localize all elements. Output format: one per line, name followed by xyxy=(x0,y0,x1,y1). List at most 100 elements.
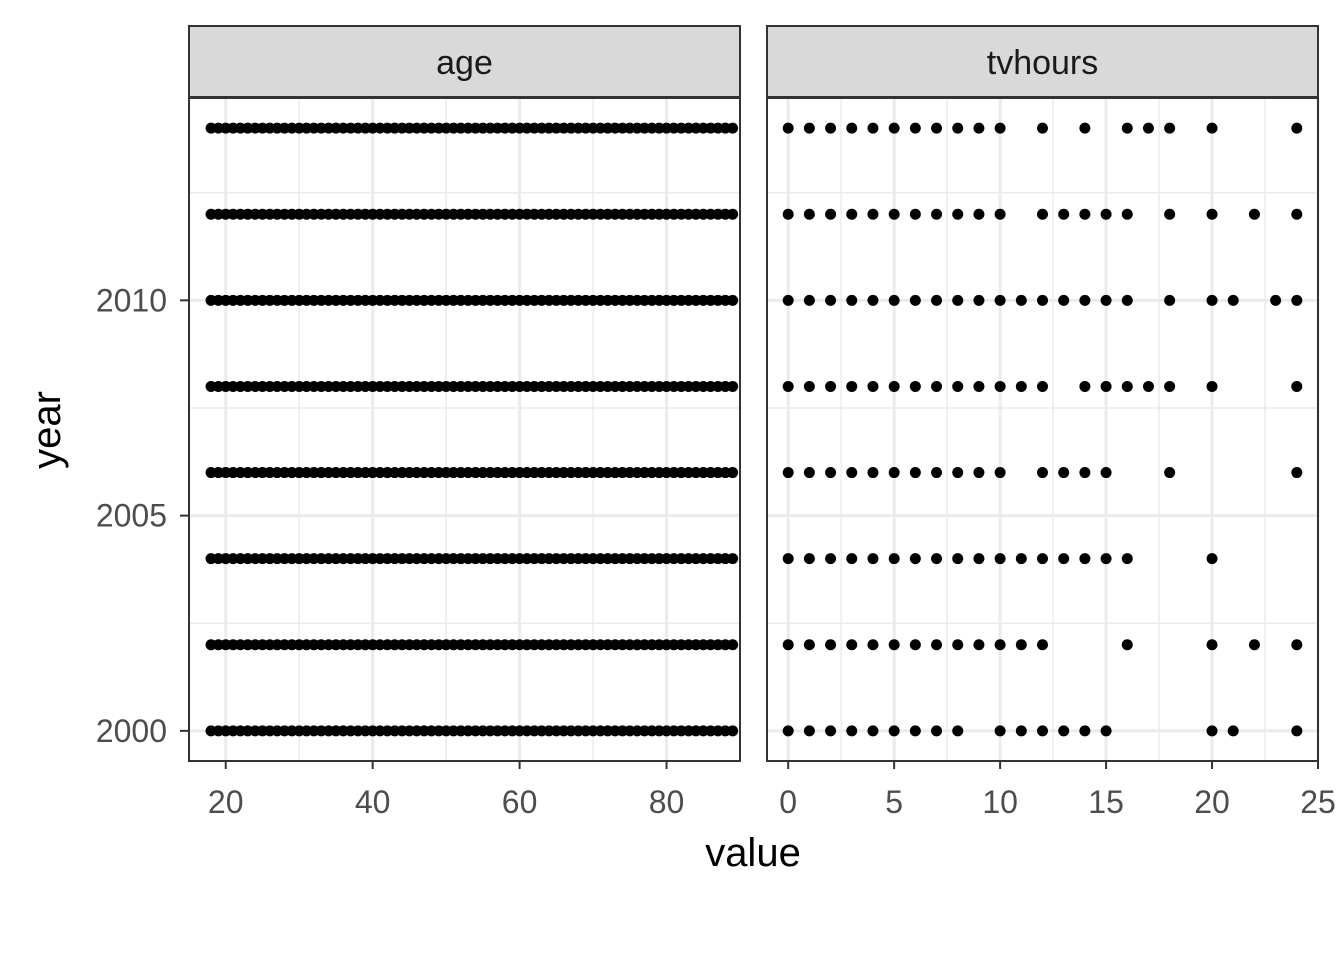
data-point xyxy=(1015,553,1027,565)
data-point xyxy=(803,639,815,651)
data-point xyxy=(1058,294,1070,306)
data-point xyxy=(1121,294,1133,306)
data-point xyxy=(973,467,985,479)
x-tick-label: 20 xyxy=(1194,784,1230,820)
data-point xyxy=(994,467,1006,479)
data-point xyxy=(952,208,964,220)
data-point xyxy=(727,122,739,134)
data-point xyxy=(825,725,837,737)
x-tick-label: 20 xyxy=(208,784,244,820)
data-point xyxy=(888,122,900,134)
data-point xyxy=(994,380,1006,392)
x-ticks-age: 20 40 60 80 xyxy=(208,761,684,820)
data-point xyxy=(782,639,794,651)
data-point xyxy=(909,122,921,134)
strip-label-age: age xyxy=(436,44,493,82)
data-point xyxy=(1037,294,1048,306)
data-point xyxy=(994,294,1006,306)
data-point xyxy=(1291,294,1303,306)
data-point xyxy=(825,380,837,392)
data-point xyxy=(1227,294,1239,306)
data-point xyxy=(973,208,985,220)
y-axis-title: year xyxy=(25,391,69,469)
data-point xyxy=(1291,122,1303,134)
data-point xyxy=(1164,380,1176,392)
data-point xyxy=(1079,467,1091,479)
data-point xyxy=(1100,467,1112,479)
panel-border-tvhours xyxy=(766,97,1319,762)
data-point xyxy=(1291,725,1303,737)
data-point xyxy=(1121,639,1133,651)
data-point xyxy=(1121,553,1133,565)
data-point xyxy=(994,639,1006,651)
data-point xyxy=(888,725,900,737)
data-point xyxy=(1291,639,1303,651)
data-point xyxy=(1227,725,1239,737)
data-point xyxy=(1206,380,1218,392)
data-point xyxy=(782,294,794,306)
data-point xyxy=(952,467,964,479)
data-point xyxy=(888,639,900,651)
data-point xyxy=(888,208,900,220)
data-point xyxy=(1058,725,1070,737)
data-point xyxy=(994,553,1006,565)
x-tick-label: 25 xyxy=(1300,784,1336,820)
data-point xyxy=(1164,208,1176,220)
data-point xyxy=(1037,639,1048,651)
data-point xyxy=(1248,208,1260,220)
data-point xyxy=(867,467,879,479)
data-point xyxy=(803,208,815,220)
data-point xyxy=(973,553,985,565)
data-point xyxy=(803,380,815,392)
x-tick-label: 60 xyxy=(502,784,538,820)
data-point xyxy=(803,467,815,479)
data-point xyxy=(727,380,739,392)
data-point xyxy=(846,725,858,737)
data-point xyxy=(931,467,943,479)
data-point xyxy=(867,639,879,651)
data-point xyxy=(1079,208,1091,220)
data-point xyxy=(803,725,815,737)
data-point xyxy=(867,122,879,134)
data-point xyxy=(867,725,879,737)
y-tick-label: 2005 xyxy=(96,498,167,534)
data-point xyxy=(803,294,815,306)
data-point xyxy=(931,380,943,392)
data-point xyxy=(909,380,921,392)
data-point xyxy=(782,467,794,479)
data-point xyxy=(825,122,837,134)
data-point xyxy=(1079,725,1091,737)
strip-age xyxy=(188,25,741,98)
data-point xyxy=(909,467,921,479)
data-point xyxy=(1015,294,1027,306)
x-tick-label: 10 xyxy=(982,784,1018,820)
data-point xyxy=(952,553,964,565)
data-point xyxy=(1100,208,1112,220)
data-point xyxy=(1121,122,1133,134)
data-point xyxy=(952,380,964,392)
data-point xyxy=(846,553,858,565)
data-point xyxy=(931,208,943,220)
data-point xyxy=(1291,380,1303,392)
data-point xyxy=(727,553,739,565)
strip-label-tvhours: tvhours xyxy=(987,44,1099,82)
data-point xyxy=(1100,725,1112,737)
points-age xyxy=(205,122,739,737)
data-point xyxy=(1142,380,1154,392)
data-point xyxy=(1206,639,1218,651)
data-point xyxy=(1079,380,1091,392)
x-axis-title: value xyxy=(705,831,801,875)
data-point xyxy=(727,639,739,651)
data-point xyxy=(846,122,858,134)
data-point xyxy=(994,208,1006,220)
data-point xyxy=(1015,725,1027,737)
data-point xyxy=(1037,467,1048,479)
data-point xyxy=(1206,208,1218,220)
data-point xyxy=(931,294,943,306)
plot-area-tvhours xyxy=(767,98,1318,761)
data-point xyxy=(846,639,858,651)
data-point xyxy=(1079,553,1091,565)
data-point xyxy=(1058,467,1070,479)
data-point xyxy=(782,380,794,392)
